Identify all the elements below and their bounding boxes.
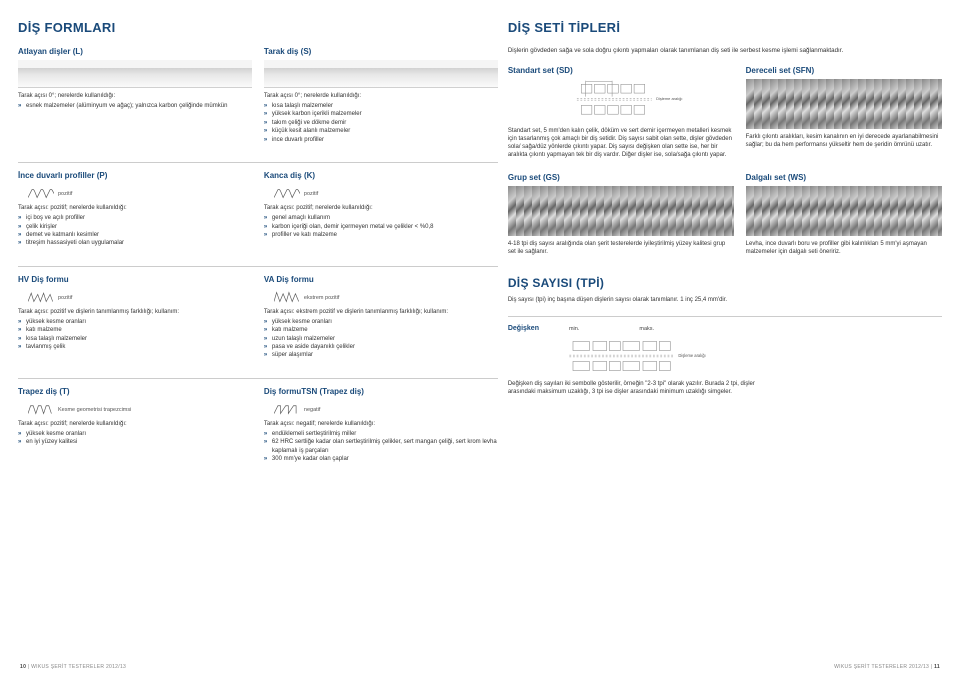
- profile-icon-va: [274, 290, 300, 304]
- svg-text:Dişleme aralığı: Dişleme aralığı: [656, 96, 682, 101]
- lead-S: Tarak açısı 0°; nerelerde kullanıldığı:: [264, 92, 498, 100]
- tooth-image-skip: [18, 60, 252, 88]
- set-row-2: Grup set (GS) 4-18 tpi diş sayısı aralığ…: [508, 173, 942, 260]
- heading-VA: VA Diş formu: [264, 275, 498, 284]
- cell-TSN: Diş formuTSN (Trapez diş) negatif Tarak …: [264, 387, 498, 464]
- heading-WS: Dalgalı set (WS): [746, 173, 942, 182]
- tpi-variable-block: Değişken min. maks. Dişleme aralığı Deği…: [508, 325, 760, 400]
- desc-SD: Standart set, 5 mm'den kalın çelik, dökü…: [508, 127, 734, 159]
- cell-VA: VA Diş formu ekstrem pozitif Tarak açısı…: [264, 275, 498, 360]
- svg-text:Dişleme aralığı: Dişleme aralığı: [678, 353, 705, 358]
- bullets-P: içi boş ve açılı profiller çelik kirişle…: [18, 214, 252, 248]
- set-photo-ws: [746, 186, 942, 236]
- profile-icon-k: [274, 186, 300, 200]
- cell-T: Trapez diş (T) Kesme geometrisi trapezci…: [18, 387, 252, 464]
- cell-S: Tarak diş (S) Tarak açısı 0°; nerelerde …: [264, 47, 498, 144]
- profile-icon-p: [28, 186, 54, 200]
- divider: [508, 316, 942, 317]
- set-row-1: Standart set (SD) Dişleme aralığı: [508, 66, 942, 163]
- tooth-image-regular: [264, 60, 498, 88]
- lead-T: Tarak açısı: pozitif; nerelerde kullanıl…: [18, 420, 252, 428]
- left-title: DİŞ FORMLARI: [18, 20, 498, 35]
- bullets-VA: yüksek kesme oranları katı malzeme uzun …: [264, 318, 498, 360]
- set-photo-sfn: [746, 79, 942, 129]
- cell-SD: Standart set (SD) Dişleme aralığı: [508, 66, 734, 163]
- cell-SFN: Dereceli set (SFN) Farklı çıkıntı aralık…: [746, 66, 942, 163]
- heading-K: Kanca diş (K): [264, 171, 498, 180]
- heading-GS: Grup set (GS): [508, 173, 734, 182]
- lead-HV: Tarak açısı: pozitif ve dişlerin tanımla…: [18, 308, 252, 316]
- heading-P: İnce duvarlı profiller (P): [18, 171, 252, 180]
- cell-L: Atlayan dişler (L) Tarak açısı 0°; nerel…: [18, 47, 252, 144]
- lead-P: Tarak açısı: pozitif; nerelerde kullanıl…: [18, 204, 252, 212]
- set-diagram-sd: Dişleme aralığı: [508, 79, 734, 123]
- tooth-row-2: İnce duvarlı profiller (P) pozitif Tarak…: [18, 171, 498, 248]
- lead-K: Tarak açısı: pozitif; nerelerde kullanıl…: [264, 204, 498, 212]
- cell-GS: Grup set (GS) 4-18 tpi diş sayısı aralığ…: [508, 173, 734, 260]
- bullets-TSN: endüklemeli sertleştirilmiş miller 62 HR…: [264, 430, 498, 464]
- divider: [18, 378, 498, 379]
- tooth-row-4: Trapez diş (T) Kesme geometrisi trapezci…: [18, 387, 498, 464]
- bullets-K: genel amaçlı kullanım karbon içeriği ola…: [264, 214, 498, 239]
- footer-right: WIKUS ŞERİT TESTERELER 2012/13 | 11: [834, 664, 940, 670]
- lead-TSN: Tarak açısı: negatif; nerelerde kullanıl…: [264, 420, 498, 428]
- set-photo-gs: [508, 186, 734, 236]
- heading-HV: HV Diş formu: [18, 275, 252, 284]
- tooth-row-3: HV Diş formu pozitif Tarak açısı: poziti…: [18, 275, 498, 360]
- desc-WS: Levha, ince duvarlı boru ve profiller gi…: [746, 240, 942, 256]
- profile-icon-hv: [28, 290, 54, 304]
- bullets-S: kısa talaşlı malzemeler yüksek karbon iç…: [264, 102, 498, 144]
- tpi-diagram: Dişleme aralığı: [508, 336, 760, 376]
- right-title: DİŞ SETİ TİPLERİ: [508, 20, 942, 35]
- lead-L: Tarak açısı 0°; nerelerde kullanıldığı:: [18, 92, 252, 100]
- heading-SD: Standart set (SD): [508, 66, 734, 75]
- cell-K: Kanca diş (K) pozitif Tarak açısı: pozit…: [264, 171, 498, 248]
- bullets-T: yüksek kesme oranları en iyi yüzey kalit…: [18, 430, 252, 447]
- divider: [18, 162, 498, 163]
- lead-VA: Tarak açısı: ekstrem pozitif ve dişlerin…: [264, 308, 498, 316]
- heading-SFN: Dereceli set (SFN): [746, 66, 942, 75]
- profile-icon-t: [28, 402, 54, 416]
- heading-TSN: Diş formuTSN (Trapez diş): [264, 387, 498, 396]
- divider: [18, 266, 498, 267]
- cell-P: İnce duvarlı profiller (P) pozitif Tarak…: [18, 171, 252, 248]
- cell-WS: Dalgalı set (WS) Levha, ince duvarlı bor…: [746, 173, 942, 260]
- cell-HV: HV Diş formu pozitif Tarak açısı: poziti…: [18, 275, 252, 360]
- desc-SFN: Farklı çıkıntı aralıkları, kesim kanalın…: [746, 133, 942, 149]
- tpi-desc: Diş sayısı (tpi) inç başına düşen dişler…: [508, 296, 942, 304]
- variable-label: Değişken: [508, 325, 539, 332]
- profile-icon-tsn: [274, 402, 300, 416]
- min-label: min.: [569, 326, 579, 332]
- tpi-title: DİŞ SAYISI (TPİ): [508, 276, 942, 290]
- desc-GS: 4-18 tpi diş sayısı aralığında olan şeri…: [508, 240, 734, 256]
- tpi-variable-desc: Değişken diş sayıları iki sembolle göste…: [508, 380, 760, 396]
- bullets-L: esnek malzemeler (alüminyum ve ağaç); ya…: [18, 102, 252, 110]
- footer-left: 10 | WIKUS ŞERİT TESTERELER 2012/13: [20, 664, 126, 670]
- heading-L: Atlayan dişler (L): [18, 47, 252, 56]
- heading-T: Trapez diş (T): [18, 387, 252, 396]
- tooth-row-1: Atlayan dişler (L) Tarak açısı 0°; nerel…: [18, 47, 498, 144]
- heading-S: Tarak diş (S): [264, 47, 498, 56]
- max-label: maks.: [639, 326, 654, 332]
- bullets-HV: yüksek kesme oranları katı malzeme kısa …: [18, 318, 252, 352]
- right-intro: Dişlerin gövdeden sağa ve sola doğru çık…: [508, 47, 942, 56]
